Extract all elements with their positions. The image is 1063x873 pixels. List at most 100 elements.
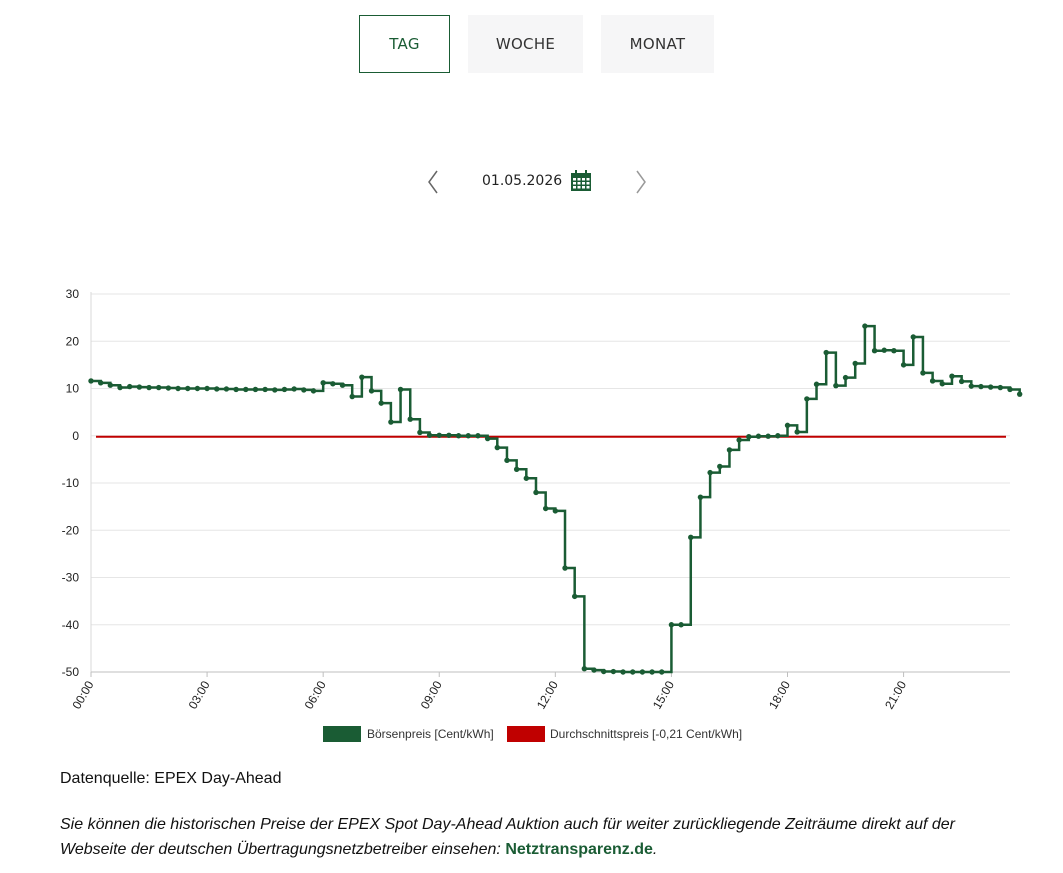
price-line <box>91 324 1021 674</box>
price-point <box>339 382 346 388</box>
price-point <box>533 489 539 496</box>
y-axis: 30 20 10 0 -10 -20 -30 -40 -50 <box>62 287 80 679</box>
y-tick-label: 0 <box>72 429 79 443</box>
price-point <box>1016 391 1023 397</box>
price-point <box>252 386 259 393</box>
x-tick-label: 18:00 <box>766 678 793 711</box>
price-point <box>214 386 220 392</box>
price-point <box>910 334 916 340</box>
x-tick-label: 15:00 <box>650 678 677 711</box>
tab-tag[interactable]: TAG <box>359 15 450 73</box>
chevron-left-icon[interactable] <box>422 169 446 195</box>
price-point <box>475 433 481 439</box>
price-point <box>1007 386 1013 393</box>
price-point <box>388 419 394 425</box>
price-point <box>581 665 588 672</box>
price-point <box>542 505 549 512</box>
price-point <box>978 383 984 390</box>
price-point <box>552 508 559 514</box>
y-tick-label: 30 <box>66 287 80 301</box>
price-point <box>920 370 926 376</box>
price-point <box>929 378 936 384</box>
price-point <box>436 432 442 438</box>
price-point <box>262 386 268 393</box>
y-tick-label: -40 <box>62 618 80 632</box>
price-point <box>243 386 249 393</box>
price-point <box>968 383 975 389</box>
price-point <box>688 534 694 541</box>
price-point <box>107 382 114 388</box>
legend-swatch-price <box>323 726 361 742</box>
price-point <box>697 494 704 500</box>
y-tick-label: -20 <box>62 523 80 537</box>
price-point <box>939 381 945 387</box>
price-point <box>813 381 820 387</box>
info-note-text: Sie können die historischen Preise der E… <box>60 816 955 858</box>
y-tick-label: -30 <box>62 571 80 585</box>
info-note-end: . <box>652 841 658 858</box>
price-point <box>513 466 520 472</box>
price-point <box>900 362 907 368</box>
price-point <box>678 622 684 628</box>
price-point <box>136 384 143 390</box>
price-point <box>185 385 191 392</box>
x-axis: 00:00 03:00 06:00 09:00 12:00 15:00 18:00 21:00 <box>69 672 909 712</box>
price-point <box>755 433 762 439</box>
price-point <box>494 444 500 451</box>
price-point <box>649 669 655 675</box>
chart-legend: Börsenpreis [Cent/kWh] Durchschnittspreis… <box>323 726 742 742</box>
price-point <box>784 422 791 429</box>
price-point <box>717 463 723 470</box>
price-point <box>997 384 1004 391</box>
price-point <box>794 429 800 435</box>
price-point <box>204 385 210 392</box>
price-point <box>407 416 413 422</box>
date-navigation: 01.05.2026 <box>420 165 660 199</box>
price-point <box>610 668 617 675</box>
tab-monat[interactable]: MONAT <box>601 15 714 73</box>
price-point <box>272 387 278 393</box>
price-point <box>630 669 636 675</box>
price-point <box>156 384 162 391</box>
price-point <box>291 386 297 392</box>
price-point <box>126 383 133 390</box>
calendar-icon[interactable] <box>570 170 592 192</box>
price-point <box>310 388 317 394</box>
chart-grid <box>90 292 1010 673</box>
tab-woche[interactable]: WOCHE <box>468 15 583 73</box>
price-point <box>175 385 181 392</box>
current-date: 01.05.2026 <box>482 173 563 189</box>
x-tick-label: 12:00 <box>534 678 561 711</box>
price-point <box>765 433 771 439</box>
price-point <box>707 469 713 476</box>
price-point <box>223 386 230 392</box>
price-point <box>455 433 462 439</box>
y-tick-label: 10 <box>66 382 80 396</box>
price-series <box>88 323 1023 675</box>
price-point <box>668 622 675 628</box>
price-point <box>659 669 665 675</box>
x-tick-label: 00:00 <box>69 678 96 711</box>
price-point <box>571 593 578 600</box>
price-point <box>97 380 104 386</box>
price-point <box>639 669 646 675</box>
price-point <box>146 384 152 391</box>
legend-swatch-average <box>507 726 545 742</box>
price-point <box>117 384 123 391</box>
price-point <box>842 374 849 381</box>
price-point <box>504 457 510 464</box>
price-point <box>804 396 810 402</box>
chevron-right-icon[interactable] <box>628 169 652 195</box>
price-point <box>426 432 433 438</box>
x-tick-label: 03:00 <box>186 678 213 711</box>
price-point <box>320 380 326 386</box>
price-point <box>852 360 858 367</box>
price-chart: 30 20 10 0 -10 -20 -30 -40 -50 00:00 03:00 06:00 09… <box>62 287 1023 742</box>
price-point <box>301 387 307 393</box>
y-tick-label: 20 <box>66 334 80 348</box>
price-point <box>736 437 742 443</box>
price-point <box>823 349 829 356</box>
netztransparenz-link[interactable]: Netztransparenz.de <box>505 841 653 858</box>
legend-label-price: Börsenpreis [Cent/kWh] <box>367 727 494 741</box>
price-point <box>368 388 375 394</box>
